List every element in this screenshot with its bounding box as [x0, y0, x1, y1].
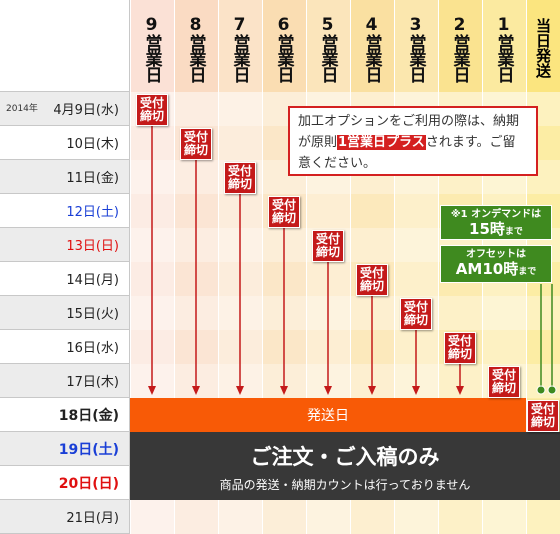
- date-label: 21日(月): [0, 500, 130, 534]
- date-label: 20日(日): [0, 466, 130, 500]
- notice-text: 加工オプションをご利用の際は、納期が原則: [298, 114, 520, 150]
- green-note: オフセットは AM10時まで: [440, 245, 552, 283]
- date-label: 11日(金): [0, 160, 130, 194]
- date-label: 18日(金): [0, 398, 130, 432]
- deadline-badge: 受付締切: [224, 162, 256, 194]
- date-label: 16日(水): [0, 330, 130, 364]
- column-header-bg: [438, 0, 482, 92]
- column-header: 7営業日: [229, 14, 250, 82]
- green-prefix: ※1 オンデマンドは: [450, 209, 542, 220]
- row-stripe: [130, 296, 560, 330]
- green-suffix: まで: [518, 267, 537, 277]
- column-header-bg: [526, 0, 560, 92]
- column-header-bg: [350, 0, 394, 92]
- column-header-bg: [218, 0, 262, 92]
- column-header-bg: [262, 0, 306, 92]
- column-header: 5営業日: [317, 14, 338, 82]
- column-header: 8営業日: [185, 14, 206, 82]
- notice: 加工オプションをご利用の際は、納期が原則1営業日プラスされます。ご留意ください。: [288, 106, 538, 176]
- column-header: 6営業日: [273, 14, 294, 82]
- corner: [0, 0, 130, 92]
- column-header: 9営業日: [141, 14, 162, 82]
- deadline-badge: 受付締切: [268, 196, 300, 228]
- date-label: 15日(火): [0, 296, 130, 330]
- column-header-bg: [174, 0, 218, 92]
- column-header-bg: [130, 0, 174, 92]
- date-label: 14日(月): [0, 262, 130, 296]
- date-label: 13日(日): [0, 228, 130, 262]
- column-header-bg: [482, 0, 526, 92]
- date-label: 17日(木): [0, 364, 130, 398]
- date-label: 19日(土): [0, 432, 130, 466]
- green-prefix: オフセットは: [466, 249, 526, 260]
- closed-note: 商品の発送・納期カウントは行っておりません: [219, 478, 471, 492]
- column-header: 1営業日: [493, 14, 514, 82]
- green-emphasis: AM10時: [455, 260, 519, 278]
- notice-emphasis: 1営業日プラス: [337, 135, 426, 150]
- deadline-badge: 受付締切: [444, 332, 476, 364]
- deadline-badge: 受付締切: [312, 230, 344, 262]
- column-header: 2営業日: [449, 14, 470, 82]
- deadline-badge: 受付締切: [136, 94, 168, 126]
- date-label: 10日(木): [0, 126, 130, 160]
- deadline-badge: 受付締切: [356, 264, 388, 296]
- year-label: 2014年: [6, 104, 38, 114]
- deadline-badge: 受付締切: [488, 366, 520, 398]
- notice-text: されます。ご留意ください。: [298, 135, 516, 171]
- deadline-badge: 受付締切: [180, 128, 212, 160]
- green-note: ※1 オンデマンドは 15時まで: [440, 205, 552, 240]
- row-stripe: [130, 500, 560, 534]
- same-day-text: 当日: [534, 18, 552, 48]
- deadline-badge: 受付締切: [400, 298, 432, 330]
- same-day-header: 当日 発送: [526, 8, 560, 88]
- shipping-bar: 発送日: [130, 398, 526, 432]
- column-header-bg: [306, 0, 350, 92]
- column-header: 4営業日: [361, 14, 382, 82]
- date-label: 4月9日(水): [0, 92, 130, 126]
- green-suffix: まで: [504, 227, 523, 237]
- column-header: 3営業日: [405, 14, 426, 82]
- deadline-badge: 受付締切: [527, 400, 559, 432]
- same-day-text: 発送: [534, 48, 552, 78]
- closed-bar: ご注文・ご入稿のみ商品の発送・納期カウントは行っておりません: [130, 432, 560, 500]
- date-label: 12日(土): [0, 194, 130, 228]
- column-header-bg: [394, 0, 438, 92]
- green-emphasis: 15時: [469, 220, 505, 238]
- closed-title: ご注文・ご入稿のみ: [250, 445, 440, 469]
